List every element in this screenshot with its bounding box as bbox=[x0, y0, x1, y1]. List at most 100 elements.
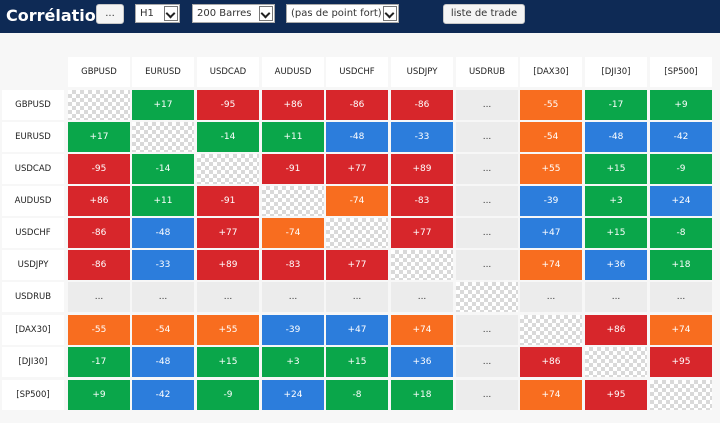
matrix-cell[interactable]: +24 bbox=[262, 380, 324, 410]
matrix-cell[interactable]: +55 bbox=[520, 154, 582, 184]
matrix-cell[interactable]: -54 bbox=[132, 315, 194, 345]
matrix-cell[interactable]: +36 bbox=[585, 250, 647, 280]
matrix-cell[interactable]: ... bbox=[456, 315, 518, 345]
matrix-cell[interactable]: -74 bbox=[262, 218, 324, 248]
matrix-cell[interactable]: +55 bbox=[197, 315, 259, 345]
matrix-cell[interactable]: -39 bbox=[520, 186, 582, 216]
matrix-cell[interactable]: -17 bbox=[68, 347, 130, 377]
chevron-down-icon[interactable] bbox=[259, 6, 273, 21]
trade-list-button[interactable]: liste de trade bbox=[443, 4, 525, 24]
matrix-cell[interactable]: +86 bbox=[68, 186, 130, 216]
matrix-cell[interactable]: -95 bbox=[68, 154, 130, 184]
matrix-cell[interactable]: +74 bbox=[650, 315, 712, 345]
matrix-cell[interactable]: -9 bbox=[650, 154, 712, 184]
matrix-cell[interactable]: +18 bbox=[650, 250, 712, 280]
matrix-cell[interactable]: +77 bbox=[326, 250, 388, 280]
matrix-cell[interactable]: ... bbox=[326, 282, 388, 312]
matrix-cell[interactable]: +47 bbox=[520, 218, 582, 248]
matrix-cell[interactable]: -91 bbox=[197, 186, 259, 216]
matrix-cell[interactable]: ... bbox=[456, 380, 518, 410]
matrix-cell[interactable]: -48 bbox=[132, 218, 194, 248]
matrix-cell[interactable]: +77 bbox=[391, 218, 453, 248]
matrix-cell[interactable]: +9 bbox=[650, 90, 712, 120]
matrix-cell[interactable]: +86 bbox=[520, 347, 582, 377]
matrix-cell[interactable]: +15 bbox=[326, 347, 388, 377]
matrix-cell[interactable]: ... bbox=[132, 282, 194, 312]
matrix-cell-diagonal[interactable] bbox=[132, 122, 194, 152]
matrix-cell[interactable]: +89 bbox=[391, 154, 453, 184]
matrix-cell[interactable]: -86 bbox=[326, 90, 388, 120]
matrix-cell[interactable]: +74 bbox=[520, 250, 582, 280]
matrix-cell[interactable]: -42 bbox=[650, 122, 712, 152]
matrix-cell-diagonal[interactable] bbox=[197, 154, 259, 184]
matrix-cell[interactable]: +86 bbox=[585, 315, 647, 345]
strong-point-select[interactable]: (pas de point fort) bbox=[286, 4, 399, 23]
matrix-cell[interactable]: +17 bbox=[132, 90, 194, 120]
matrix-cell[interactable]: ... bbox=[391, 282, 453, 312]
matrix-cell[interactable]: ... bbox=[456, 218, 518, 248]
matrix-cell[interactable]: ... bbox=[585, 282, 647, 312]
matrix-cell[interactable]: -74 bbox=[326, 186, 388, 216]
matrix-cell[interactable]: -86 bbox=[68, 218, 130, 248]
matrix-cell[interactable]: +36 bbox=[391, 347, 453, 377]
matrix-cell[interactable]: -33 bbox=[391, 122, 453, 152]
matrix-cell[interactable]: +24 bbox=[650, 186, 712, 216]
matrix-cell[interactable]: -55 bbox=[68, 315, 130, 345]
matrix-cell[interactable]: -48 bbox=[326, 122, 388, 152]
matrix-cell[interactable]: ... bbox=[197, 282, 259, 312]
matrix-cell[interactable]: -55 bbox=[520, 90, 582, 120]
more-button[interactable]: ... bbox=[96, 4, 124, 24]
matrix-cell[interactable]: +77 bbox=[326, 154, 388, 184]
matrix-cell[interactable]: +95 bbox=[585, 380, 647, 410]
matrix-cell-diagonal[interactable] bbox=[326, 218, 388, 248]
matrix-cell[interactable]: ... bbox=[456, 186, 518, 216]
matrix-cell-diagonal[interactable] bbox=[585, 347, 647, 377]
matrix-cell-diagonal[interactable] bbox=[262, 186, 324, 216]
matrix-cell[interactable]: +74 bbox=[391, 315, 453, 345]
matrix-cell[interactable]: +11 bbox=[262, 122, 324, 152]
matrix-cell[interactable]: +11 bbox=[132, 186, 194, 216]
matrix-cell-diagonal[interactable] bbox=[650, 380, 712, 410]
matrix-cell[interactable]: -83 bbox=[262, 250, 324, 280]
bars-select[interactable]: 200 Barres bbox=[192, 4, 275, 23]
timeframe-select[interactable]: H1 bbox=[135, 4, 180, 23]
chevron-down-icon[interactable] bbox=[383, 6, 397, 21]
matrix-cell[interactable]: -86 bbox=[68, 250, 130, 280]
matrix-cell[interactable]: -91 bbox=[262, 154, 324, 184]
matrix-cell[interactable]: -14 bbox=[132, 154, 194, 184]
matrix-cell[interactable]: -9 bbox=[197, 380, 259, 410]
matrix-cell[interactable]: +15 bbox=[585, 154, 647, 184]
matrix-cell[interactable]: ... bbox=[262, 282, 324, 312]
matrix-cell[interactable]: +95 bbox=[650, 347, 712, 377]
matrix-cell[interactable]: -48 bbox=[585, 122, 647, 152]
matrix-cell[interactable]: -39 bbox=[262, 315, 324, 345]
matrix-cell[interactable]: -33 bbox=[132, 250, 194, 280]
matrix-cell[interactable]: ... bbox=[456, 347, 518, 377]
matrix-cell[interactable]: -8 bbox=[326, 380, 388, 410]
matrix-cell[interactable]: -14 bbox=[197, 122, 259, 152]
matrix-cell[interactable]: -95 bbox=[197, 90, 259, 120]
matrix-cell[interactable]: +86 bbox=[262, 90, 324, 120]
matrix-cell[interactable]: +9 bbox=[68, 380, 130, 410]
matrix-cell[interactable]: -17 bbox=[585, 90, 647, 120]
matrix-cell[interactable]: +77 bbox=[197, 218, 259, 248]
matrix-cell[interactable]: ... bbox=[456, 90, 518, 120]
matrix-cell[interactable]: +3 bbox=[262, 347, 324, 377]
matrix-cell[interactable]: +18 bbox=[391, 380, 453, 410]
matrix-cell[interactable]: +15 bbox=[197, 347, 259, 377]
matrix-cell-diagonal[interactable] bbox=[456, 282, 518, 312]
matrix-cell[interactable]: -48 bbox=[132, 347, 194, 377]
matrix-cell[interactable]: +47 bbox=[326, 315, 388, 345]
matrix-cell[interactable]: +89 bbox=[197, 250, 259, 280]
matrix-cell-diagonal[interactable] bbox=[68, 90, 130, 120]
matrix-cell[interactable]: -86 bbox=[391, 90, 453, 120]
matrix-cell[interactable]: ... bbox=[520, 282, 582, 312]
matrix-cell[interactable]: +15 bbox=[585, 218, 647, 248]
matrix-cell[interactable]: -8 bbox=[650, 218, 712, 248]
matrix-cell[interactable]: ... bbox=[68, 282, 130, 312]
matrix-cell[interactable]: ... bbox=[456, 154, 518, 184]
matrix-cell[interactable]: +74 bbox=[520, 380, 582, 410]
matrix-cell[interactable]: -42 bbox=[132, 380, 194, 410]
matrix-cell-diagonal[interactable] bbox=[391, 250, 453, 280]
matrix-cell[interactable]: ... bbox=[456, 250, 518, 280]
